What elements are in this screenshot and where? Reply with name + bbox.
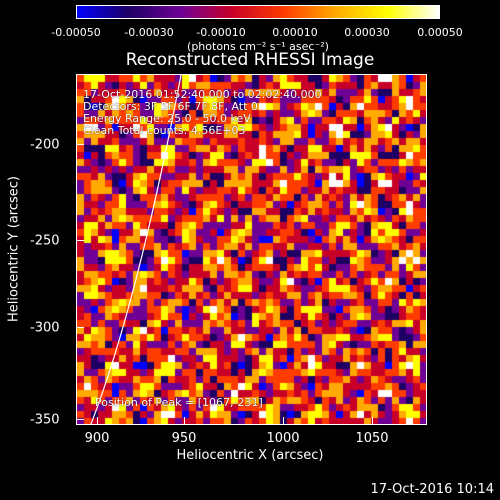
colorbar-tick: -0.00050 xyxy=(51,26,101,39)
colorbar-unit-label: (photons cm⁻² s⁻¹ asec⁻²) xyxy=(187,40,329,53)
x-tick-label: 950 xyxy=(171,431,197,446)
x-tick-mark xyxy=(184,417,185,425)
y-tick-mark xyxy=(76,419,84,420)
x-tick-label: 900 xyxy=(84,431,110,446)
solar-limb-line xyxy=(90,75,182,424)
colorbar-tick: -0.00010 xyxy=(196,26,246,39)
plot-title: Reconstructed RHESSI Image xyxy=(125,50,375,70)
colorbar-tick: 0.00050 xyxy=(417,26,463,39)
x-tick-label: 1000 xyxy=(266,431,300,446)
x-tick-mark xyxy=(283,417,284,425)
colorbar-tick: -0.00030 xyxy=(124,26,174,39)
y-tick-label: -300 xyxy=(30,320,60,336)
counts-annotation: Clean Total counts: 4.56E+03 xyxy=(83,124,246,137)
colorbar xyxy=(76,5,440,19)
rhessi-heatmap xyxy=(77,75,426,424)
y-tick-mark xyxy=(76,240,84,241)
y-axis-label: Heliocentric Y (arcsec) xyxy=(6,176,22,322)
peak-position-annotation: Position of Peak = [1067,-231] xyxy=(95,396,263,409)
y-tick-label: -200 xyxy=(30,137,60,153)
y-tick-label: -250 xyxy=(30,233,60,249)
time-range-annotation: 17-Oct-2016 01:52:40.000 to 02:02:40.000 xyxy=(83,88,322,101)
x-tick-mark xyxy=(97,417,98,425)
image-plot: 17-Oct-2016 01:52:40.000 to 02:02:40.000… xyxy=(76,74,427,425)
energy-range-annotation: Energy Range: 25.0 - 50.0 keV xyxy=(83,112,251,125)
y-tick-mark xyxy=(76,144,84,145)
x-tick-mark xyxy=(372,417,373,425)
x-tick-label: 1050 xyxy=(355,431,389,446)
footer-timestamp: 17-Oct-2016 10:14 xyxy=(370,482,494,497)
y-tick-mark xyxy=(76,327,84,328)
y-tick-label: -350 xyxy=(30,412,60,428)
colorbar-tick: 0.00030 xyxy=(344,26,390,39)
x-axis-label: Heliocentric X (arcsec) xyxy=(176,448,324,463)
detectors-annotation: Detectors: 3F 5F 6F 7F 8F, Att 0 xyxy=(83,100,258,113)
colorbar-tick: 0.00010 xyxy=(272,26,318,39)
